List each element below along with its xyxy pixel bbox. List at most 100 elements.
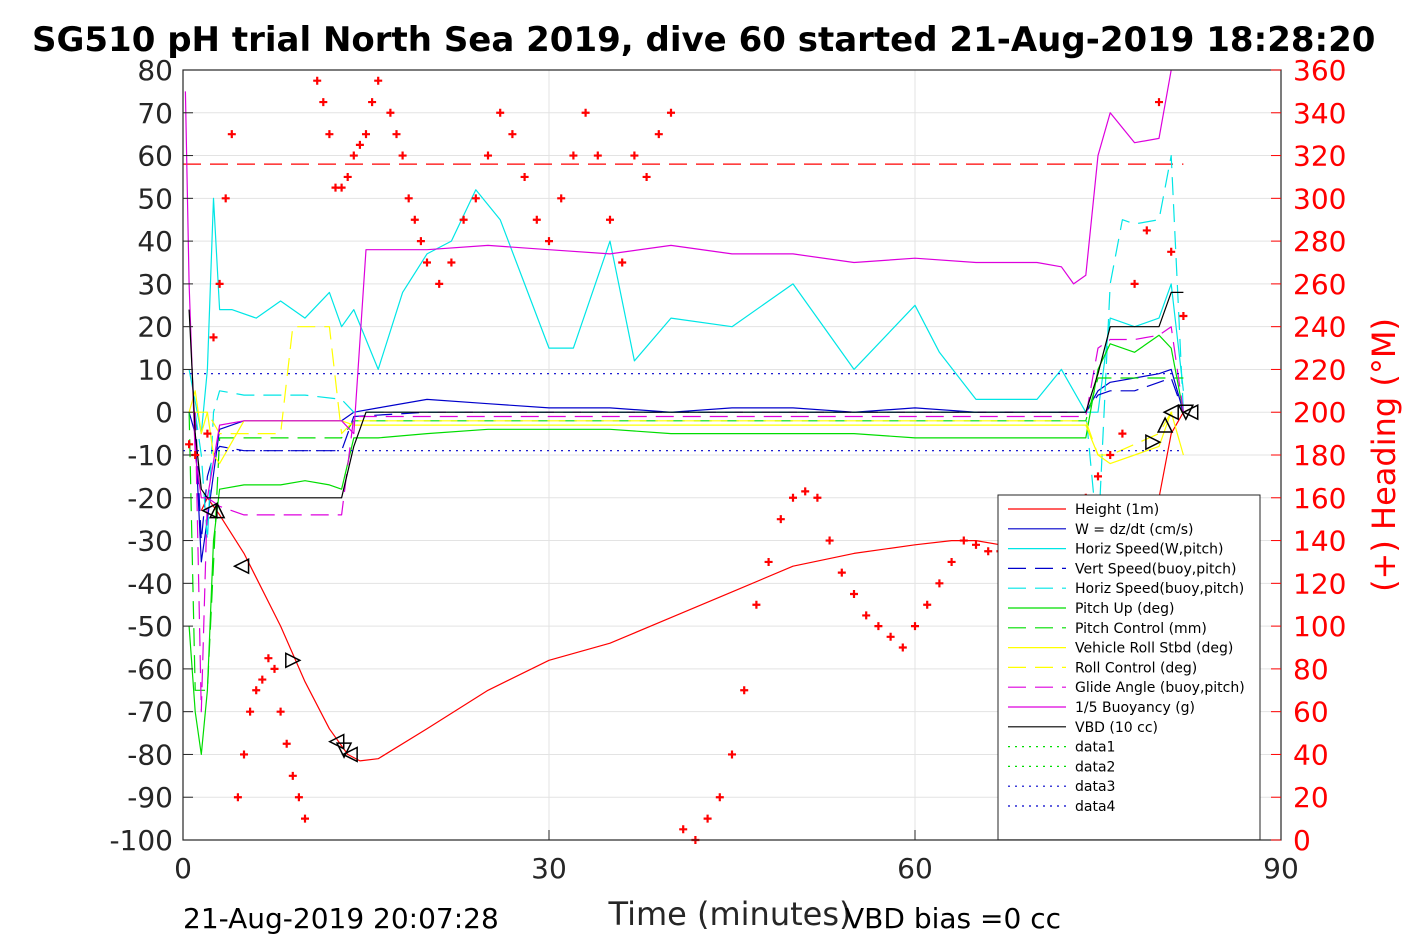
legend-label: VBD (10 cc): [1075, 720, 1158, 736]
y-right-tick-label: 0: [1293, 824, 1311, 857]
y-right-tick-label: 320: [1293, 140, 1346, 173]
y-right-tick-label: 180: [1293, 439, 1346, 472]
y-tick-label: -50: [127, 610, 173, 643]
legend-label: data2: [1075, 759, 1115, 775]
heading-point: [447, 258, 456, 267]
heading-point: [233, 793, 242, 802]
legend-label: Pitch Control (mm): [1075, 621, 1207, 637]
heading-point: [252, 686, 261, 695]
heading-point: [715, 793, 724, 802]
heading-point: [343, 172, 352, 181]
y-right-tick-label: 240: [1293, 311, 1346, 344]
x-axis-label: Time (minutes): [608, 895, 852, 933]
heading-point: [240, 750, 248, 759]
heading-point: [276, 707, 285, 716]
heading-point: [959, 536, 968, 545]
chart-title: SG510 pH trial North Sea 2019, dive 60 s…: [32, 20, 1375, 60]
y-tick-label: -90: [127, 781, 173, 814]
heading-point: [258, 675, 267, 684]
y-tick-label: 80: [137, 54, 173, 87]
legend: Height (1m) W = dz/dt (cm/s) Horiz Speed(W…: [997, 494, 1261, 841]
y-right-tick-label: 220: [1293, 353, 1346, 386]
heading-point: [1155, 98, 1163, 107]
y-right-tick-label: 280: [1293, 225, 1346, 258]
heading-point: [654, 130, 663, 139]
legend-label: data1: [1075, 740, 1115, 756]
y-tick-label: 70: [137, 97, 173, 130]
y-tick-label: -40: [127, 567, 173, 600]
heading-point: [392, 130, 401, 139]
heading-point: [1094, 472, 1102, 481]
heading-point: [545, 237, 553, 246]
legend-label: 1/5 Buoyancy (g): [1075, 700, 1195, 716]
y-tick-label: -60: [127, 653, 173, 686]
y-right-tick-label: 200: [1293, 396, 1346, 429]
legend-label: Horiz Speed(W,pitch): [1075, 542, 1223, 558]
legend-label: Pitch Up (deg): [1075, 601, 1174, 617]
legend-label: Vehicle Roll Stbd (deg): [1075, 641, 1233, 657]
heading-point: [728, 750, 736, 759]
heading-point: [642, 172, 651, 181]
y-right-tick-label: 360: [1293, 54, 1346, 87]
x-axis: 0 30 60 90: [174, 830, 1299, 885]
heading-point: [947, 557, 956, 566]
heading-point: [435, 279, 444, 288]
y-tick-label: 40: [137, 225, 173, 258]
heading-point: [362, 130, 370, 139]
heading-point: [423, 258, 431, 267]
heading-point: [837, 568, 846, 577]
y-right-tick-label: 140: [1293, 525, 1346, 558]
legend-label: Horiz Speed(buoy,pitch): [1075, 581, 1244, 597]
triangle-marker: [341, 746, 358, 763]
heading-point: [349, 151, 358, 160]
heading-point: [294, 793, 303, 802]
heading-point: [209, 333, 218, 342]
heading-point: [355, 140, 364, 149]
y-tick-label: 50: [137, 182, 173, 215]
x-tick-label: 90: [1263, 852, 1299, 885]
heading-point: [752, 600, 761, 609]
series-line-4: [194, 377, 1184, 542]
x-tick-label: 30: [531, 852, 567, 885]
heading-point: [886, 632, 895, 641]
y-right-tick-label: 80: [1293, 653, 1329, 686]
series-line-11: [184, 69, 1172, 499]
legend-label: Roll Control (deg): [1075, 660, 1197, 676]
heading-point: [789, 493, 797, 502]
heading-point: [935, 579, 944, 588]
heading-point: [898, 643, 907, 652]
heading-point: [764, 557, 773, 566]
heading-point: [471, 194, 480, 203]
heading-point: [416, 237, 425, 246]
heading-point: [606, 215, 614, 224]
y-right-tick-label: 100: [1293, 610, 1346, 643]
heading-point: [288, 771, 297, 780]
legend-label: Glide Angle (buoy,pitch): [1075, 680, 1245, 696]
heading-point: [593, 151, 602, 160]
y-tick-label: -70: [127, 696, 173, 729]
y-tick-label: 60: [137, 140, 173, 173]
heading-point: [185, 440, 194, 449]
heading-point: [618, 258, 627, 267]
triangle-markers: [201, 404, 1199, 763]
heading-point: [227, 130, 236, 139]
triangle-marker: [1162, 404, 1179, 421]
legend-label: Vert Speed(buoy,pitch): [1075, 561, 1237, 577]
y-tick-label: 20: [137, 311, 173, 344]
heading-point: [221, 194, 230, 203]
legend-label: data3: [1075, 779, 1115, 795]
heading-point: [410, 215, 419, 224]
heading-point: [630, 151, 639, 160]
heading-point: [667, 108, 675, 117]
heading-point: [1179, 311, 1188, 320]
y-axis-right-label: (+) Heading (°M): [1365, 318, 1403, 592]
legend-label: W = dz/dt (cm/s): [1075, 522, 1194, 538]
heading-point: [404, 194, 413, 203]
heading-point: [301, 814, 309, 823]
heading-point: [740, 686, 749, 695]
series-line-8: [188, 390, 1184, 465]
heading-point: [270, 664, 279, 673]
triangle-marker: [232, 558, 250, 575]
triangle-marker: [1145, 433, 1162, 451]
